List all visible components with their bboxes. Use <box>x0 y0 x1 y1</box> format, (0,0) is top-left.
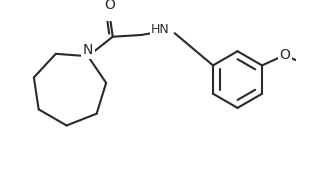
Text: HN: HN <box>151 23 170 36</box>
Text: O: O <box>104 0 115 12</box>
Text: N: N <box>83 43 93 57</box>
Text: O: O <box>280 48 290 62</box>
